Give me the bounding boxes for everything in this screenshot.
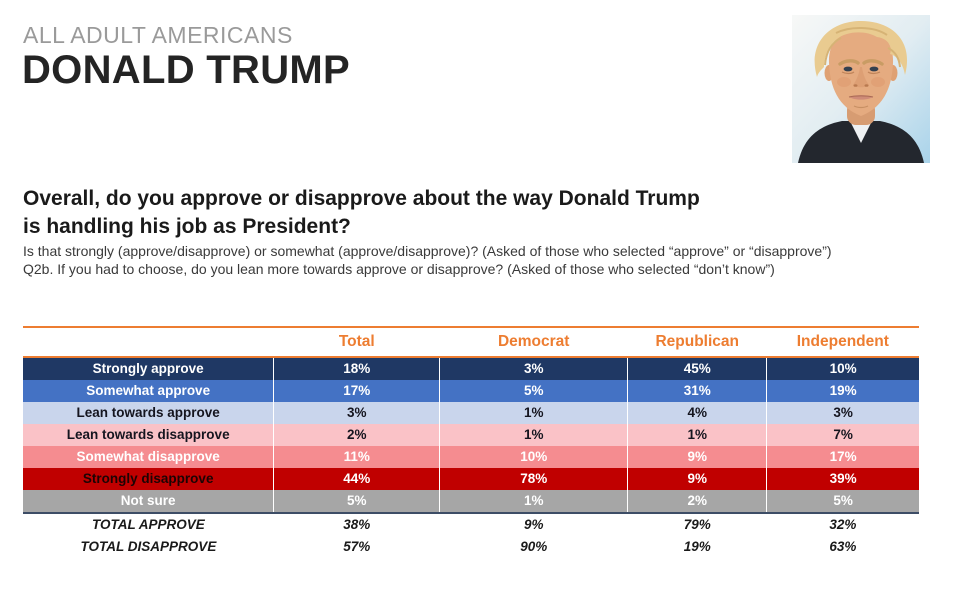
cell-democrat: 90% — [439, 536, 628, 558]
row-label: Lean towards approve — [23, 402, 274, 424]
row-label: Strongly approve — [23, 357, 274, 380]
row-not-sure: Not sure 5% 1% 2% 5% — [23, 490, 919, 513]
cell-democrat: 1% — [439, 402, 628, 424]
cell-independent: 63% — [766, 536, 919, 558]
cell-republican: 1% — [627, 424, 767, 446]
row-label: Lean towards disapprove — [23, 424, 274, 446]
header-cell-republican: Republican — [627, 327, 767, 358]
row-label: TOTAL APPROVE — [23, 512, 274, 536]
cell-independent: 32% — [766, 512, 919, 536]
cell-republican: 79% — [627, 512, 767, 536]
table-header-row: Total Democrat Republican Independent — [23, 327, 919, 358]
page-title: DONALD TRUMP — [22, 48, 351, 92]
header-cell-empty — [23, 327, 274, 358]
cell-total: 44% — [273, 468, 440, 490]
audience-label: ALL ADULT AMERICANS — [23, 22, 293, 48]
trump-photo — [792, 15, 930, 163]
cell-independent: 10% — [766, 357, 919, 380]
cell-republican: 45% — [627, 357, 767, 380]
question-heading: Overall, do you approve or disapprove ab… — [23, 185, 700, 240]
cell-total: 18% — [273, 357, 440, 380]
cell-republican: 31% — [627, 380, 767, 402]
cell-republican: 2% — [627, 490, 767, 513]
cell-republican: 19% — [627, 536, 767, 558]
header-cell-total: Total — [273, 327, 440, 358]
header-cell-democrat: Democrat — [439, 327, 628, 358]
cell-democrat: 1% — [439, 424, 628, 446]
cell-democrat: 10% — [439, 446, 628, 468]
cell-independent: 7% — [766, 424, 919, 446]
row-somewhat-disapprove: Somewhat disapprove 11% 10% 9% 17% — [23, 446, 919, 468]
row-label: TOTAL DISAPPROVE — [23, 536, 274, 558]
question-heading-line-1: Overall, do you approve or disapprove ab… — [23, 187, 700, 210]
row-label: Somewhat approve — [23, 380, 274, 402]
cell-total: 38% — [273, 512, 440, 536]
row-lean-towards-approve: Lean towards approve 3% 1% 4% 3% — [23, 402, 919, 424]
cell-republican: 9% — [627, 446, 767, 468]
row-label: Somewhat disapprove — [23, 446, 274, 468]
cell-total: 11% — [273, 446, 440, 468]
cell-democrat: 3% — [439, 357, 628, 380]
row-lean-towards-disapprove: Lean towards disapprove 2% 1% 1% 7% — [23, 424, 919, 446]
cell-democrat: 9% — [439, 512, 628, 536]
row-label: Not sure — [23, 490, 274, 513]
header-cell-independent: Independent — [766, 327, 919, 358]
cell-democrat: 5% — [439, 380, 628, 402]
question-subtext: Is that strongly (approve/disapprove) or… — [23, 243, 832, 279]
poll-results-table: Total Democrat Republican Independent St… — [23, 326, 919, 558]
cell-independent: 5% — [766, 490, 919, 513]
row-strongly-disapprove: Strongly disapprove 44% 78% 9% 39% — [23, 468, 919, 490]
question-subtext-line-2: Q2b. If you had to choose, do you lean m… — [23, 260, 775, 277]
cell-total: 5% — [273, 490, 440, 513]
cell-independent: 3% — [766, 402, 919, 424]
cell-independent: 17% — [766, 446, 919, 468]
cell-total: 3% — [273, 402, 440, 424]
row-label: Strongly disapprove — [23, 468, 274, 490]
row-total-disapprove: TOTAL DISAPPROVE 57% 90% 19% 63% — [23, 536, 919, 558]
cell-republican: 4% — [627, 402, 767, 424]
row-somewhat-approve: Somewhat approve 17% 5% 31% 19% — [23, 380, 919, 402]
cell-democrat: 78% — [439, 468, 628, 490]
cell-total: 17% — [273, 380, 440, 402]
cell-republican: 9% — [627, 468, 767, 490]
cell-independent: 19% — [766, 380, 919, 402]
row-strongly-approve: Strongly approve 18% 3% 45% 10% — [23, 357, 919, 380]
question-subtext-line-1: Is that strongly (approve/disapprove) or… — [23, 243, 832, 259]
row-total-approve: TOTAL APPROVE 38% 9% 79% 32% — [23, 512, 919, 536]
cell-democrat: 1% — [439, 490, 628, 513]
question-heading-line-2: is handling his job as President? — [23, 214, 351, 238]
trump-portrait-svg — [792, 15, 930, 163]
cell-independent: 39% — [766, 468, 919, 490]
cell-total: 2% — [273, 424, 440, 446]
cell-total: 57% — [273, 536, 440, 558]
